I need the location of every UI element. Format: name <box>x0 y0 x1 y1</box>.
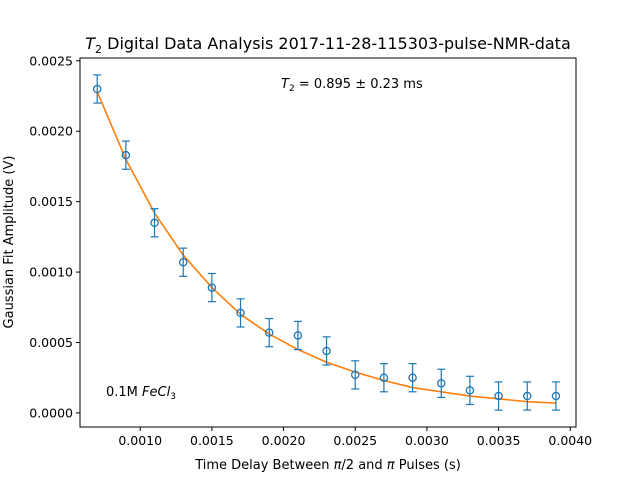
x-tick-label: 0.0035 <box>477 433 521 448</box>
data-point <box>350 370 360 380</box>
y-tick-label: 0.0005 <box>29 335 73 350</box>
x-tick-label: 0.0030 <box>405 433 449 448</box>
x-tick-label: 0.0025 <box>333 433 377 448</box>
t2-annotation: T2 = 0.895 ± 0.23 ms <box>281 77 423 94</box>
data-point <box>436 379 446 388</box>
data-point <box>465 386 475 395</box>
data-point <box>92 84 102 94</box>
x-tick-label: 0.0010 <box>118 433 162 448</box>
y-tick-label: 0.0015 <box>29 194 73 209</box>
axis-ticks: 0.0010 0.0015 0.0020 0.0025 0.0030 0.0035 0.00… <box>29 53 592 448</box>
y-tick-label: 0.0025 <box>29 53 73 68</box>
y-axis-label: Gaussian Fit Amplitude (V) <box>2 156 17 329</box>
data-point <box>408 373 417 382</box>
data-point <box>322 346 331 356</box>
data-point <box>494 391 503 401</box>
data-point <box>379 373 389 382</box>
chart-title: T2 Digital Data Analysis 2017-11-28-1153… <box>85 34 571 56</box>
data-point <box>293 331 303 340</box>
y-tick-label: 0.0020 <box>29 124 73 139</box>
plot-frame <box>79 57 577 428</box>
data-point <box>523 391 532 401</box>
x-axis-label: Time Delay Between π/2 and π Pulses (s) <box>194 458 461 473</box>
data-point <box>551 391 561 401</box>
sample-annotation: 0.1M FeCl3 <box>106 385 176 402</box>
data-point <box>121 150 131 160</box>
y-tick-label: 0.0000 <box>29 405 73 420</box>
data-marks <box>92 74 561 411</box>
data-point <box>150 218 159 228</box>
data-point <box>207 283 217 292</box>
y-tick-label: 0.0010 <box>29 265 73 280</box>
data-point <box>178 257 188 267</box>
x-tick-label: 0.0040 <box>548 433 592 448</box>
x-tick-label: 0.0015 <box>190 433 234 448</box>
data-point <box>236 308 245 318</box>
data-point <box>264 328 274 337</box>
x-tick-label: 0.0020 <box>262 433 306 448</box>
